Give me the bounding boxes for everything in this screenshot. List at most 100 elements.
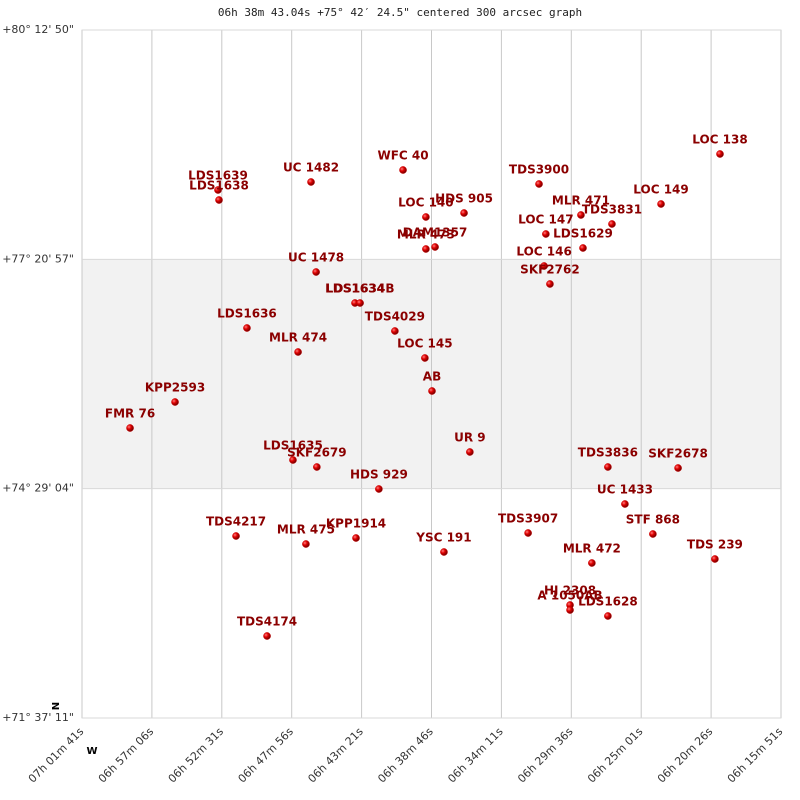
star: [460, 209, 468, 217]
star-label: FMR 76: [105, 407, 155, 421]
star-label: TDS3831: [582, 202, 642, 216]
star-label: TDS 239: [687, 538, 743, 552]
star: [421, 354, 429, 362]
star: [608, 220, 616, 228]
x-tick-label: 06h 52m 31s: [166, 725, 227, 786]
star-label: TDS3907: [498, 512, 558, 526]
star-label: HDS 905: [435, 192, 493, 206]
star: [621, 500, 629, 508]
star-label: UR 9: [454, 430, 486, 444]
star-label: TDS4029: [365, 310, 425, 324]
star: [422, 213, 430, 221]
star: [604, 612, 612, 620]
star-label: LOC 145: [397, 337, 452, 351]
y-tick-label: +77° 20' 57": [2, 252, 74, 265]
x-tick-label: 06h 15m 51s: [725, 725, 786, 786]
star-label: HJ 2308: [544, 584, 596, 598]
star: [657, 200, 665, 208]
star: [579, 244, 587, 252]
star-label: KPP2593: [145, 381, 205, 395]
star: [294, 348, 302, 356]
star: [422, 245, 430, 253]
star: [604, 463, 612, 471]
star: [577, 211, 585, 219]
star: [391, 327, 399, 335]
star-label: YSC 191: [415, 530, 471, 544]
star-label: LDS1634: [325, 282, 385, 296]
star: [312, 268, 320, 276]
star: [399, 166, 407, 174]
star-label: MLR 474: [269, 330, 327, 344]
star-label: A 1050AB: [537, 589, 602, 603]
y-tick-label: +80° 12' 50": [2, 23, 74, 36]
x-tick-label: 06h 38m 46s: [375, 725, 436, 786]
star-label: LDS1638: [189, 179, 249, 193]
star-label: TDS3900: [509, 162, 569, 176]
axis-marker-x: W: [86, 746, 97, 757]
star-label: AB: [423, 370, 441, 384]
star-label: LDS1636: [217, 307, 277, 321]
star: [313, 463, 321, 471]
x-tick-label: 06h 25m 01s: [585, 725, 646, 786]
star-label: UC 1478: [288, 251, 344, 265]
star-label: LOC 146: [516, 245, 571, 259]
star: [588, 559, 596, 567]
star-label: MLR 471: [552, 193, 610, 207]
star-label: MLR 472: [563, 542, 621, 556]
star: [716, 150, 724, 158]
star-label: TDS4217: [206, 515, 266, 529]
star: [466, 448, 474, 456]
star: [674, 464, 682, 472]
star-label: DAM1357: [403, 225, 468, 239]
star: [302, 540, 310, 548]
y-tick-label: +74° 29' 04": [2, 482, 74, 495]
star: [215, 196, 223, 204]
star: [711, 555, 719, 563]
star: [232, 532, 240, 540]
x-tick-label: 06h 29m 36s: [515, 725, 576, 786]
star-label: SKF2679: [287, 446, 347, 460]
star-label: UC 1433: [597, 483, 653, 497]
star-label: LOC 147: [518, 213, 573, 227]
star-label: LDS1629: [553, 226, 613, 240]
star: [243, 324, 251, 332]
star: [440, 548, 448, 556]
chart-title: 06h 38m 43.04s +75° 42′ 24.5" centered 3…: [218, 6, 582, 19]
star-label: TDS3836: [578, 446, 638, 460]
star: [535, 180, 543, 188]
star-label: LOC 149: [633, 183, 688, 197]
star: [566, 606, 574, 614]
star: [431, 243, 439, 251]
star-label: MLR 475: [277, 523, 335, 537]
star-label: TDS4174: [237, 615, 297, 629]
star-label: LDS1635: [263, 439, 323, 453]
star-label: SKF2678: [648, 447, 708, 461]
x-tick-label: 06h 47m 56s: [236, 725, 297, 786]
star: [289, 456, 297, 464]
star-label: STF 868: [626, 513, 680, 527]
star: [126, 424, 134, 432]
star: [171, 398, 179, 406]
x-tick-label: 06h 57m 06s: [96, 725, 157, 786]
star: [263, 632, 271, 640]
star: [375, 485, 383, 493]
star-label: LDS1634B: [326, 282, 395, 296]
star-label: SKF2762: [520, 262, 580, 276]
star: [356, 299, 364, 307]
y-tick-label: +71° 37' 11": [2, 711, 74, 724]
star-label: HDS 929: [350, 468, 408, 482]
x-tick-label: 06h 20m 26s: [655, 725, 716, 786]
star: [428, 387, 436, 395]
star-label: LOC 140: [398, 195, 453, 209]
star-label: LDS1628: [578, 594, 638, 608]
x-tick-label: 06h 34m 11s: [445, 725, 506, 786]
star: [546, 280, 554, 288]
star: [524, 529, 532, 537]
axis-marker-y: N: [51, 702, 62, 710]
star: [214, 186, 222, 194]
star-label: WFC 40: [377, 149, 428, 163]
x-tick-label: 06h 43m 21s: [305, 725, 366, 786]
star: [542, 230, 550, 238]
star: [307, 178, 315, 186]
